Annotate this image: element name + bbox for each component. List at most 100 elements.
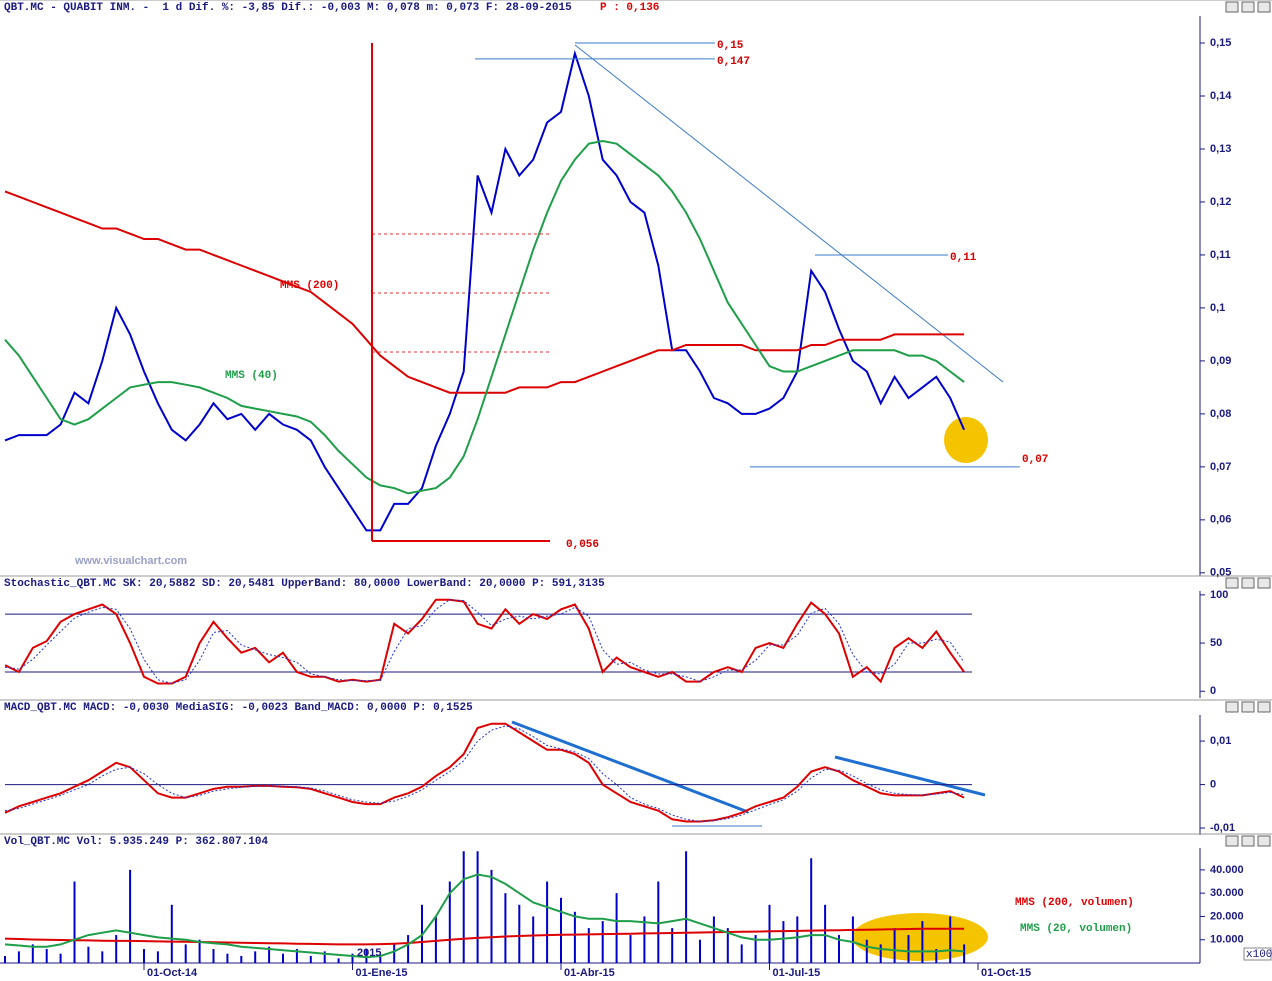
panel-header: MACD_QBT.MC MACD: -0,0030 MediaSIG: -0,0… [4,702,473,714]
volume-bar [657,881,660,963]
series-label: MMS (20, volumen) [1020,923,1132,935]
level-label: 0,11 [950,252,977,264]
x-tick-label: 01-Oct-14 [147,967,198,979]
volume-bar [351,953,354,963]
volume-bar [782,921,785,963]
series-line [4,722,965,823]
volume-bar [295,949,298,963]
volume-bar [143,949,145,963]
level-label: 0,147 [717,56,750,68]
window-button [1241,701,1255,713]
level-label: 0,056 [566,539,599,551]
volume-bar [546,881,549,963]
volume-bar [712,916,715,963]
volume-bar [726,928,729,963]
volume-bar [518,904,521,963]
window-button [1257,1,1271,13]
highlight-ellipse [852,913,988,961]
y-tick-label: 100 [1210,589,1228,601]
y-tick-label: 10.000 [1210,934,1244,946]
volume-bar [768,904,771,963]
volume-bar [407,935,410,963]
window-button [1225,701,1239,713]
volume-bar [573,911,576,963]
series-line [4,190,965,394]
volume-bar [17,951,20,963]
y-tick-label: 0 [1210,778,1216,790]
volume-bar [810,858,813,963]
volume-bar [949,916,952,963]
volume-bar [754,935,757,963]
window-button [1225,577,1239,589]
y-tick-label: 0,01 [1210,735,1231,747]
volume-bar [490,869,493,963]
series-line [4,599,965,685]
y-tick-label: 0,12 [1210,196,1231,208]
window-button [1241,1,1255,13]
highlight-circle [944,417,988,463]
series-label: MMS (200) [280,280,339,292]
y-tick-label: 0,1 [1210,302,1225,314]
volume-bar [504,893,507,963]
macd-trend-line [511,720,749,814]
volume-bar [393,944,396,963]
y-tick-label: 0,09 [1210,355,1231,367]
window-button [1225,835,1239,847]
volume-bar [462,851,465,963]
y-tick-label: 0,06 [1210,514,1231,526]
y-tick-label: 0,11 [1210,249,1231,261]
volume-bar [240,956,243,963]
volume-bar [671,928,674,963]
series-line [4,139,965,495]
volume-bar [73,881,76,963]
volume-bar [337,958,340,963]
y-tick-label: 0,15 [1210,37,1231,49]
window-button [1225,1,1239,13]
y-tick-label: 0,14 [1210,90,1232,102]
volume-bar [45,949,48,963]
volume-bar [699,939,701,963]
y-tick-label: 30.000 [1210,887,1244,899]
volume-bar [156,951,159,963]
volume-bar [254,951,257,963]
volume-bar [268,946,271,963]
y-tick-label: 20.000 [1210,910,1244,922]
unit-box [1243,947,1272,961]
panel-header: QBT.MC - QUABIT INM. - 1 d Dif. %: -3,85… [4,2,572,14]
volume-bar [532,916,535,963]
volume-bar [198,939,201,963]
series-label: MMS (200, volumen) [1015,897,1134,909]
volume-bar [365,949,368,963]
header-price: P : 0,136 [600,2,659,14]
volume-bar [851,916,854,963]
window-button [1241,577,1255,589]
volume-bar [226,953,229,963]
volume-bar [379,956,382,963]
window-button [1257,701,1271,713]
volume-bar [476,851,479,963]
volume-bar [434,916,437,963]
panel-header: Vol_QBT.MC Vol: 5.935.249 P: 362.807.104 [4,836,268,848]
window-button [1241,835,1255,847]
x-tick-label: 01-Oct-15 [981,967,1031,979]
volume-bar [893,928,896,963]
volume-bar [115,935,118,963]
volume-bar [907,935,910,963]
volume-bar [184,944,187,963]
volume-bar [309,956,312,963]
y-tick-label: -0,01 [1210,822,1235,834]
volume-bar [601,921,604,963]
trend-line [574,44,1004,383]
volume-bar [59,953,62,963]
volume-bar [643,916,646,963]
volume-bar [101,951,104,963]
y-tick-label: 0,13 [1210,143,1231,155]
series-line [4,927,965,946]
window-button [1257,835,1271,847]
y-tick-label: 0,08 [1210,408,1231,420]
volume-bar [170,904,173,963]
volume-bar [685,851,688,963]
volume-bar [824,904,827,963]
volume-bar [838,935,840,963]
